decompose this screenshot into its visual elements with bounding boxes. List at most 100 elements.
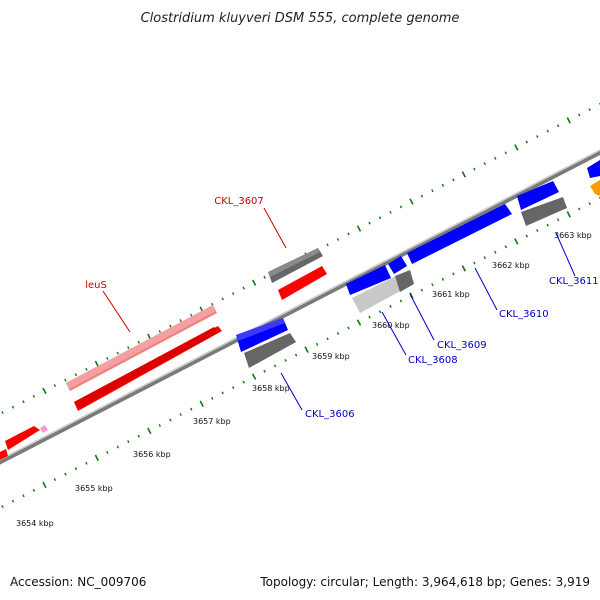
- gene-label-CKL_3606[interactable]: CKL_3606: [305, 409, 355, 420]
- minor-tick: [158, 423, 162, 427]
- minor-tick: [32, 488, 36, 492]
- major-tick: [461, 265, 467, 272]
- scale-label: 3658 kbp: [252, 384, 290, 393]
- minor-tick: [158, 329, 162, 333]
- tick-tracks: [1, 102, 600, 509]
- feature-CKL_3609-gray[interactable]: [395, 270, 414, 292]
- major-tick: [566, 211, 571, 218]
- gene-label-leuS[interactable]: leuS: [85, 280, 107, 291]
- feature-CKL_3610-blue[interactable]: [407, 204, 512, 264]
- gene-label-CKL_3609[interactable]: CKL_3609: [437, 340, 487, 351]
- minor-tick: [221, 297, 224, 301]
- minor-tick: [263, 275, 266, 279]
- minor-tick: [588, 202, 591, 206]
- feature-red-edge[interactable]: [0, 449, 8, 460]
- major-tick: [251, 373, 257, 380]
- minor-tick: [483, 256, 487, 260]
- minor-tick: [525, 234, 529, 238]
- minor-tick: [420, 194, 424, 198]
- feature-blue-edge[interactable]: [587, 160, 600, 178]
- minor-tick: [347, 326, 350, 330]
- genome-backbone: [0, 149, 600, 465]
- major-tick: [514, 238, 519, 245]
- scale-label: 3659 kbp: [312, 352, 350, 361]
- scale-labels: 3654 kbp 3655 kbp 3656 kbp 3657 kbp 3658…: [16, 231, 592, 528]
- feature-CKL_3609-blue-small[interactable]: [388, 256, 407, 274]
- feature-CKL_3607-gray[interactable]: [268, 248, 323, 283]
- minor-tick: [85, 461, 88, 465]
- map-title: Clostridium kluyveri DSM 555, complete g…: [141, 11, 460, 26]
- accession-text: Accession: NC_009706: [10, 575, 146, 589]
- minor-tick: [473, 261, 476, 265]
- minor-tick: [116, 445, 120, 449]
- minor-tick: [546, 223, 549, 227]
- major-tick: [356, 319, 362, 326]
- feature-red-large[interactable]: [74, 326, 222, 411]
- minor-tick: [378, 310, 382, 314]
- minor-tick: [169, 324, 172, 328]
- minor-tick: [441, 183, 445, 187]
- minor-tick: [231, 292, 235, 296]
- minor-tick: [452, 178, 455, 182]
- minor-tick: [536, 229, 539, 233]
- minor-tick: [64, 378, 67, 382]
- minor-tick: [577, 113, 581, 117]
- feature-CKL_3606-blue[interactable]: [236, 318, 288, 352]
- minor-tick: [556, 124, 560, 128]
- minor-tick: [179, 413, 182, 417]
- minor-tick: [336, 331, 340, 335]
- minor-tick: [399, 205, 403, 209]
- minor-tick: [127, 440, 130, 444]
- minor-tick: [420, 288, 424, 292]
- minor-tick: [106, 450, 109, 454]
- minor-tick: [22, 494, 25, 498]
- feature-CKL_3611-blue[interactable]: [517, 181, 559, 210]
- scale-label: 3661 kbp: [432, 290, 470, 299]
- feature-red-left[interactable]: [5, 426, 40, 450]
- gene-label-CKL_3610[interactable]: CKL_3610: [499, 309, 549, 320]
- minor-tick: [221, 391, 224, 395]
- minor-tick: [431, 283, 434, 287]
- minor-tick: [169, 418, 172, 422]
- scale-label: 3656 kbp: [133, 450, 171, 459]
- minor-tick: [32, 394, 36, 398]
- minor-tick: [137, 434, 141, 438]
- major-tick: [94, 454, 100, 462]
- gene-label-CKL_3607[interactable]: CKL_3607: [214, 196, 264, 207]
- major-tick: [94, 360, 100, 368]
- major-tick: [199, 400, 204, 407]
- minor-tick: [504, 245, 508, 249]
- feature-CKL_3611-gray[interactable]: [521, 197, 567, 226]
- minor-tick: [231, 386, 235, 390]
- minor-tick: [22, 400, 25, 404]
- feature-CKL_3607-red[interactable]: [278, 266, 327, 300]
- minor-tick: [452, 272, 455, 276]
- scale-label: 3660 kbp: [372, 321, 410, 330]
- feature-CKL_3608-blue[interactable]: [346, 265, 391, 295]
- major-tick: [514, 144, 519, 151]
- gene-label-CKL_3611[interactable]: CKL_3611: [549, 276, 599, 287]
- feature-CKL_3608-lightgray[interactable]: [352, 275, 406, 313]
- minor-tick: [116, 351, 120, 355]
- minor-tick: [536, 135, 539, 139]
- gene-label-CKL_3608[interactable]: CKL_3608: [408, 355, 458, 366]
- genome-summary-text: Topology: circular; Length: 3,964,618 bp…: [259, 575, 590, 589]
- feature-pink[interactable]: [40, 425, 48, 433]
- minor-tick: [378, 216, 382, 220]
- forward-track-features: [0, 160, 600, 460]
- minor-tick: [127, 346, 130, 350]
- scale-label: 3663 kbp: [554, 231, 592, 240]
- major-tick: [566, 117, 571, 124]
- feature-orange-edge[interactable]: [590, 180, 600, 196]
- minor-tick: [494, 156, 497, 160]
- minor-tick: [556, 218, 560, 222]
- minor-tick: [525, 140, 529, 144]
- feature-leuS[interactable]: [66, 305, 217, 391]
- scale-label: 3657 kbp: [193, 417, 231, 426]
- minor-tick: [368, 221, 371, 225]
- major-tick: [409, 292, 414, 299]
- feature-CKL_3606-gray[interactable]: [244, 333, 296, 368]
- label-leaders: [102, 207, 576, 411]
- minor-tick: [441, 277, 445, 281]
